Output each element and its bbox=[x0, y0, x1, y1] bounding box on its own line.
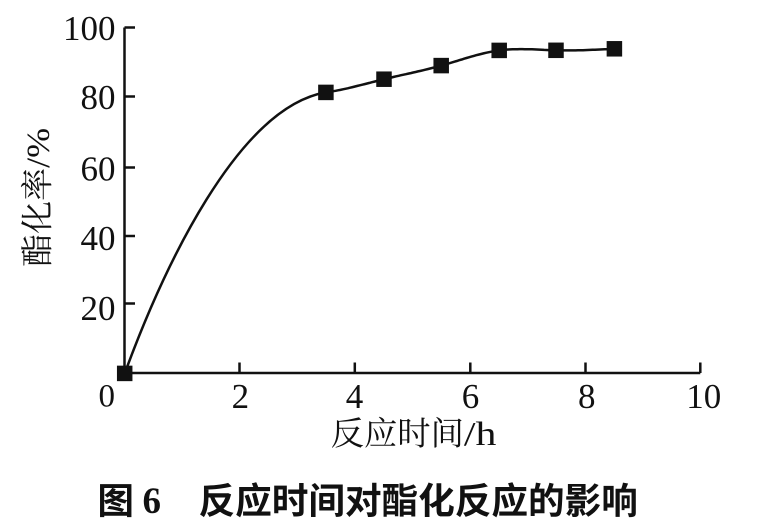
svg-text:/%: /% bbox=[21, 128, 57, 168]
svg-text:80: 80 bbox=[81, 78, 116, 117]
svg-text:20: 20 bbox=[81, 289, 116, 328]
svg-text:8: 8 bbox=[578, 377, 596, 416]
svg-text:2: 2 bbox=[232, 377, 250, 416]
svg-text:6: 6 bbox=[462, 377, 480, 416]
svg-text:10: 10 bbox=[686, 377, 721, 416]
svg-text:100: 100 bbox=[63, 9, 116, 48]
svg-text:0: 0 bbox=[99, 379, 116, 415]
svg-text:/h: /h bbox=[464, 416, 497, 453]
svg-text:40: 40 bbox=[81, 219, 116, 258]
svg-text:4: 4 bbox=[346, 377, 364, 416]
svg-text:60: 60 bbox=[81, 149, 116, 188]
svg-text:6: 6 bbox=[143, 481, 162, 522]
